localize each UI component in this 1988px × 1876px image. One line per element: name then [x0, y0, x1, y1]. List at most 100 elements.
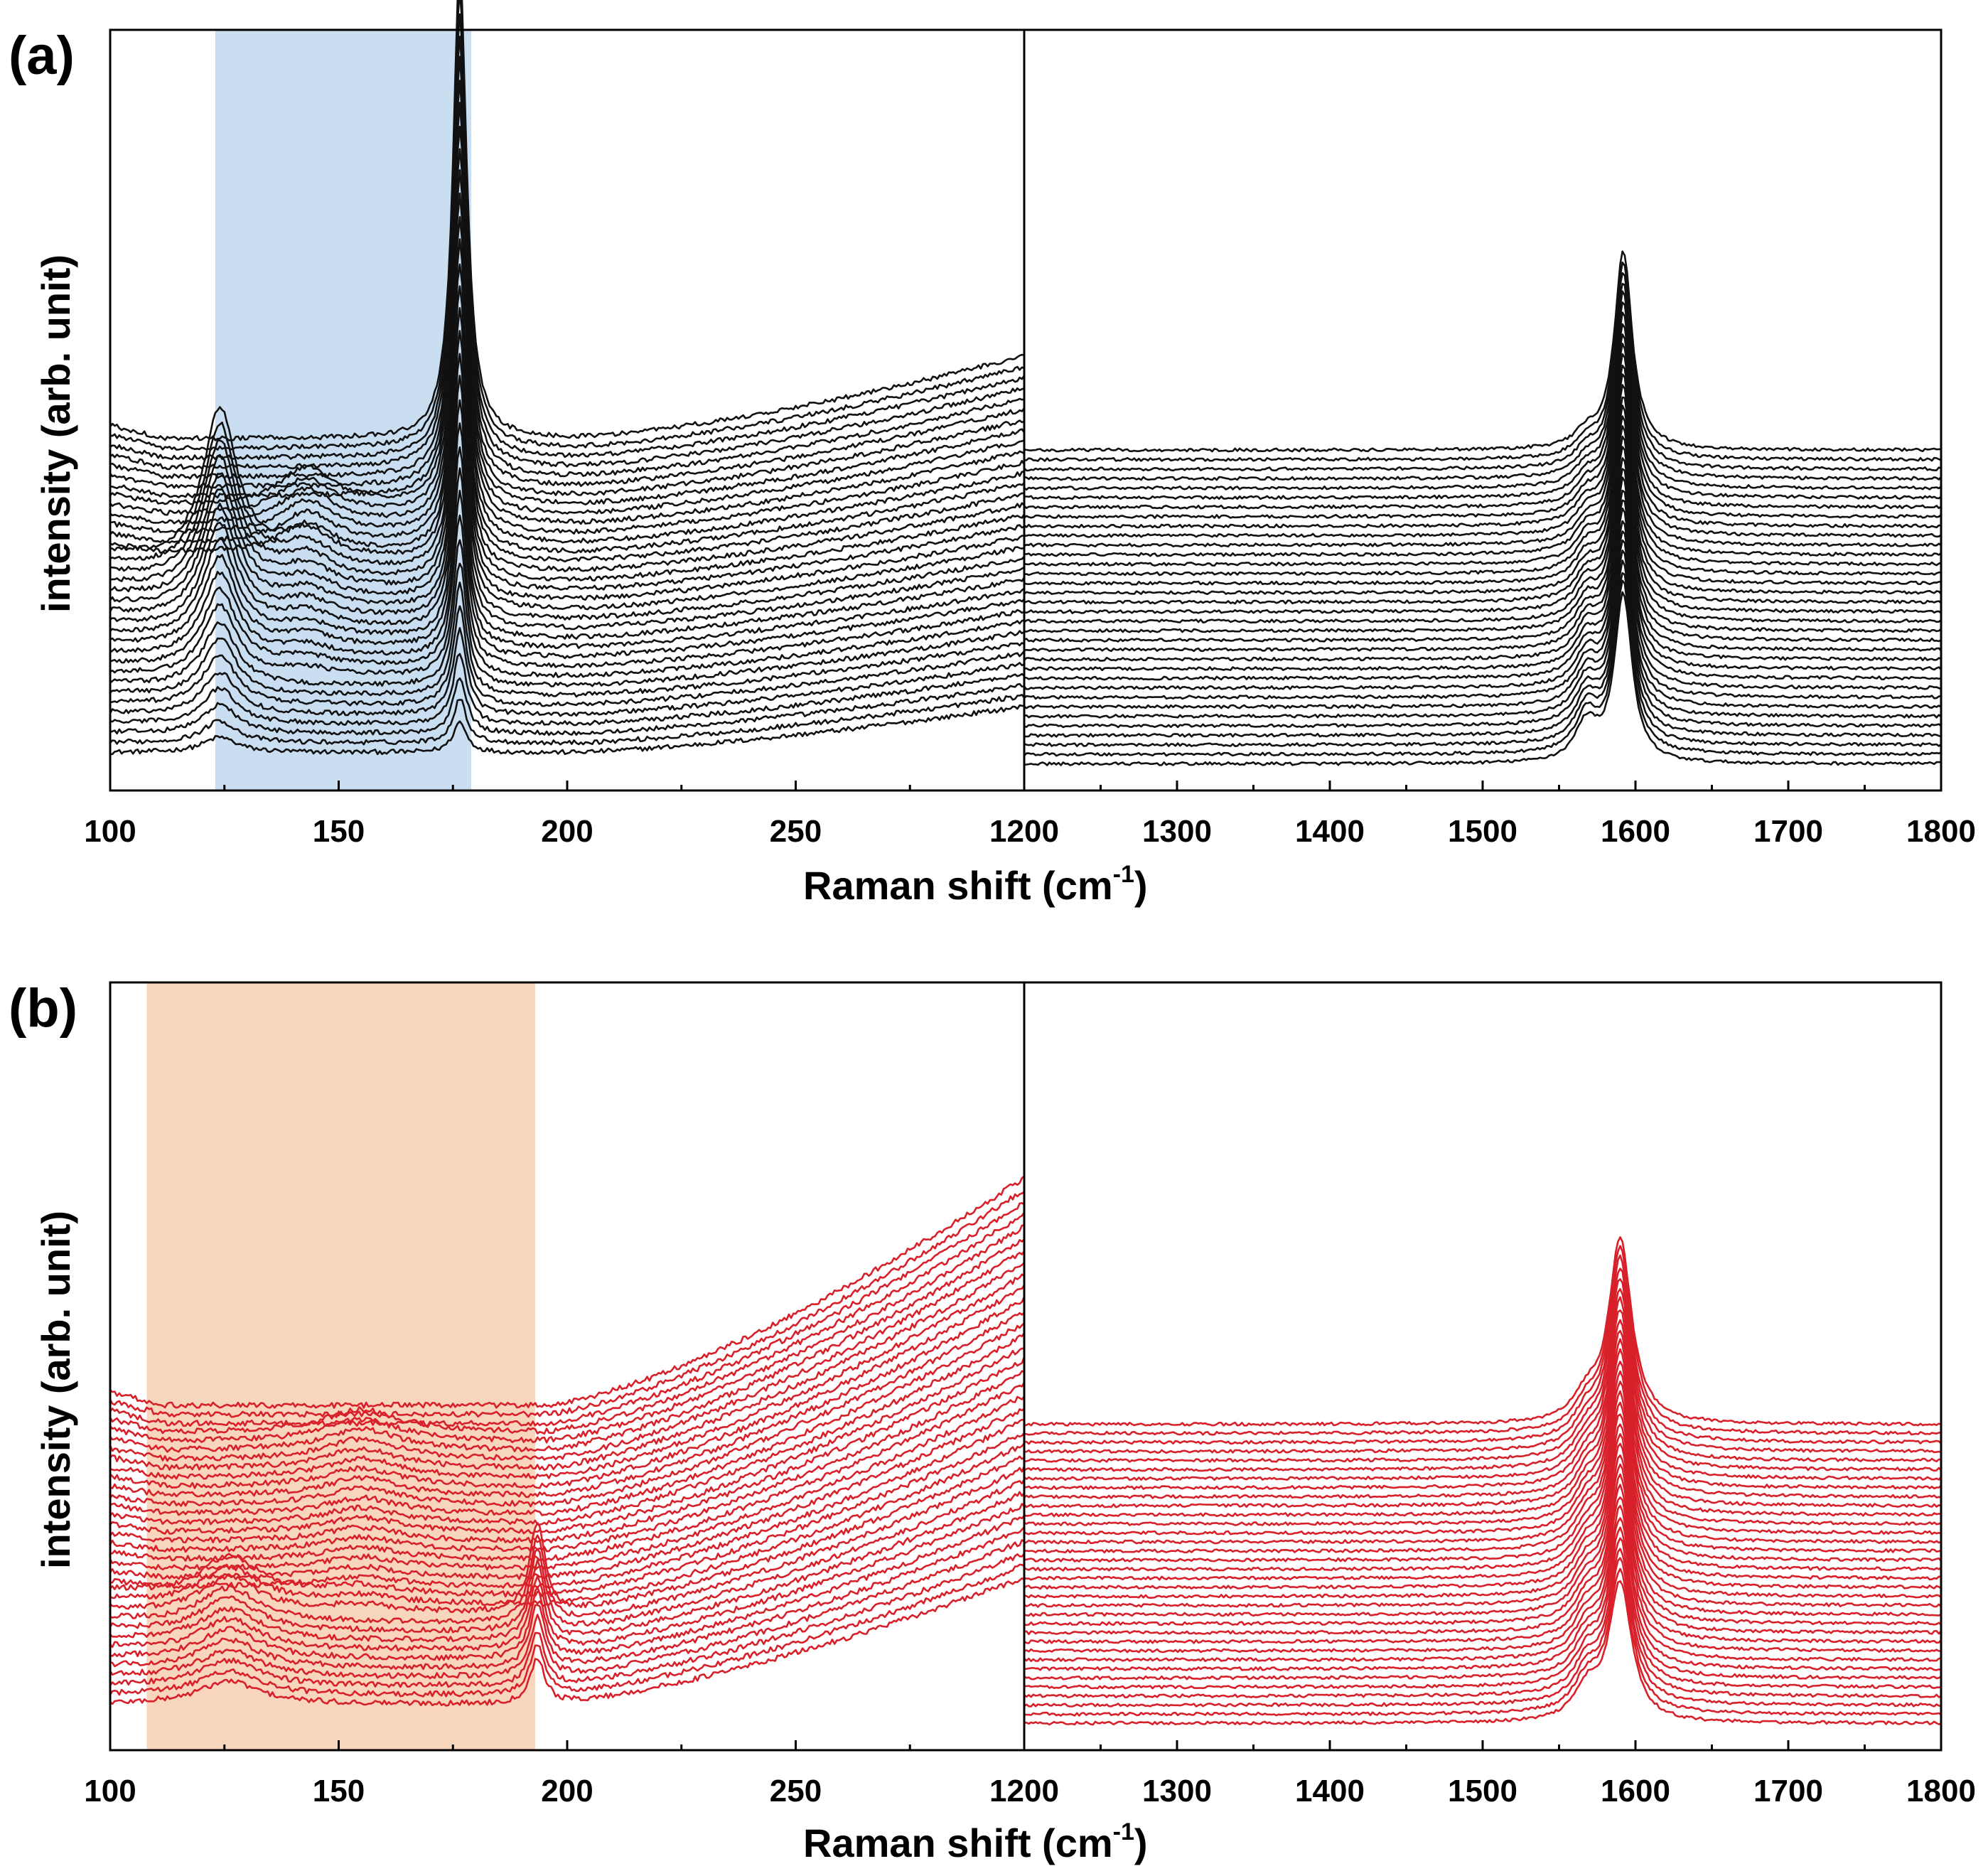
- panel-a-left-spectrum: [109, 238, 1025, 554]
- panel-b-traces: [109, 1175, 1942, 1726]
- panel-b-right-spectrum: [1023, 1319, 1942, 1499]
- panel-b-tick-label-1500: 1500: [1448, 1774, 1517, 1808]
- panel-a-left-spectrum: [109, 422, 1025, 631]
- panel-b-left-spectrum: [109, 1479, 1026, 1634]
- panel-b-left-spectrum: [109, 1250, 1026, 1462]
- panel-b-right-spectrum: [1023, 1548, 1942, 1699]
- panel-a-left-spectrum: [109, 605, 1025, 707]
- panel-b-left-spectrum: [109, 1382, 1026, 1563]
- panel-b-right-spectrum: [1023, 1504, 1942, 1663]
- panel-a-right-spectrum: [1023, 343, 1942, 538]
- panel-a-left-spectrum: [109, 169, 1025, 525]
- panel-a-right-spectrum: [1023, 499, 1942, 681]
- panel-b-right-spectrum: [1023, 1309, 1942, 1491]
- panel-a-left-spectrum: [109, 539, 1025, 678]
- panel-b-left-spectrum: [109, 1273, 1025, 1480]
- panel-a-right-spectrum: [1023, 250, 1941, 453]
- panel-a-right-spectrum: [1023, 457, 1942, 643]
- panel-a-traces: [109, 0, 1942, 766]
- panel-b-tick-label-150: 150: [313, 1774, 365, 1808]
- panel-b-tick-label-1300: 1300: [1142, 1774, 1212, 1808]
- panel-b-left-spectrum: [109, 1262, 1025, 1472]
- panel-a-left-spectrum: [109, 192, 1026, 535]
- panel-b-ticks: [109, 1740, 1943, 1750]
- panel-a-tick-label-1300: 1300: [1142, 814, 1212, 849]
- panel-b-left-spectrum: [109, 1285, 1026, 1489]
- panel-a-left-spectrum: [109, 677, 1025, 736]
- panel-a-right-spectrum: [1023, 476, 1942, 662]
- panel-a-right-spectrum: [1023, 520, 1942, 700]
- panel-a-left-spectrum: [109, 13, 1026, 461]
- panel-a-y-axis-title: intensity (arb. unit): [33, 254, 78, 613]
- panel-a-right-spectrum: [1023, 290, 1942, 491]
- panel-b-right-spectrum: [1023, 1390, 1942, 1563]
- panel-b-left-spectrum: [109, 1408, 1025, 1580]
- panel-b-right-spectrum: [1023, 1278, 1942, 1463]
- panel-a-right-spectrum: [1023, 579, 1942, 757]
- panel-b-tick-label-1800: 1800: [1906, 1774, 1976, 1808]
- panel-a-right-spectrum: [1023, 261, 1942, 462]
- panel-a-left-spectrum: [109, 514, 1025, 668]
- panel-a-left-spectrum: [109, 446, 1026, 640]
- panel-a-tick-label-250: 250: [770, 814, 822, 849]
- panel-b-left-spectrum: [109, 1224, 1025, 1444]
- panel-a-left-spectrum: [109, 562, 1025, 687]
- panel-b-y-axis-title: intensity (arb. unit): [33, 1211, 78, 1569]
- panel-a-right-spectrum: [1023, 364, 1942, 557]
- panel-b-tick-label-1200: 1200: [989, 1774, 1059, 1808]
- panel-a-left-spectrum: [109, 581, 1025, 698]
- panel-a-left-spectrum: [109, 148, 1025, 516]
- panel-b-right-spectrum: [1023, 1348, 1942, 1526]
- panel-b-left-spectrum: [109, 1175, 1025, 1409]
- panel-a-right-spectrum: [1023, 489, 1942, 672]
- panel-a-ticks: [109, 781, 1943, 790]
- panel-a-tick-label-1500: 1500: [1448, 814, 1517, 849]
- panel-b-right-spectrum: [1023, 1423, 1942, 1590]
- panel-b-tick-label-1700: 1700: [1753, 1774, 1823, 1808]
- panel-b-left-spectrum: [109, 1526, 1025, 1671]
- panel-b-right-spectrum: [1023, 1473, 1942, 1636]
- panel-b-tick-label-250: 250: [770, 1774, 822, 1808]
- panel-b-right-spectrum: [1023, 1454, 1942, 1617]
- panel-b-right-spectrum: [1023, 1236, 1942, 1427]
- panel-b-label: (b): [9, 978, 77, 1039]
- panel-a-right-spectrum: [1023, 435, 1942, 624]
- panel-b-right-spectrum: [1023, 1484, 1942, 1644]
- panel-a-left-spectrum: [110, 704, 1025, 756]
- panel-a-left-spectrum: [109, 330, 1025, 591]
- panel-a-right-spectrum: [1023, 353, 1942, 548]
- panel-b-right-spectrum: [1023, 1370, 1942, 1545]
- panel-b-right-spectrum: [1023, 1442, 1942, 1608]
- panel-b-right-spectrum: [1023, 1288, 1942, 1472]
- panel-b-left-spectrum: [109, 1491, 1026, 1643]
- panel-b-left-spectrum: [109, 1347, 1025, 1535]
- panel-a-right-spectrum: [1023, 396, 1942, 586]
- panel-b-left-spectrum: [109, 1563, 1025, 1698]
- panel-b-right-spectrum: [1023, 1517, 1942, 1671]
- panel-a-right-spectrum: [1023, 572, 1942, 747]
- panel-b-left-spectrum: [109, 1312, 1025, 1508]
- panel-b-right-spectrum: [1023, 1338, 1942, 1518]
- panel-b-right-spectrum: [1023, 1245, 1942, 1436]
- panel-a-left-spectrum: [109, 627, 1025, 717]
- panel-a-left-spectrum: [109, 467, 1025, 650]
- panel-b-left-spectrum: [109, 1515, 1025, 1661]
- panel-a-right-spectrum: [1023, 539, 1942, 719]
- panel-a-label: (a): [9, 26, 75, 86]
- panel-a-right-spectrum: [1023, 468, 1942, 653]
- panel-b-x-axis-title: Raman shift (cm-1): [803, 1818, 1148, 1865]
- panel-b-right-frame: [1023, 981, 1943, 1752]
- panel-a-right-spectrum: [1023, 272, 1942, 472]
- panel-a-tick-label-1200: 1200: [989, 814, 1059, 849]
- panel-a-right-spectrum: [1023, 507, 1942, 690]
- panel-a-right-spectrum: [1023, 415, 1942, 605]
- panel-a-right-spectrum: [1023, 323, 1942, 520]
- panel-b-tick-label-1600: 1600: [1601, 1774, 1670, 1808]
- panel-b-left-spectrum: [109, 1356, 1026, 1544]
- panel-a-right-spectrum: [1023, 559, 1942, 738]
- panel-a-left-spectrum: [109, 36, 1025, 471]
- panel-a-left-spectrum: [109, 0, 1025, 441]
- panel-a-right-spectrum: [1023, 404, 1942, 595]
- panel-b-right-spectrum: [1023, 1413, 1942, 1581]
- panel-b-left-spectrum: [109, 1577, 1025, 1707]
